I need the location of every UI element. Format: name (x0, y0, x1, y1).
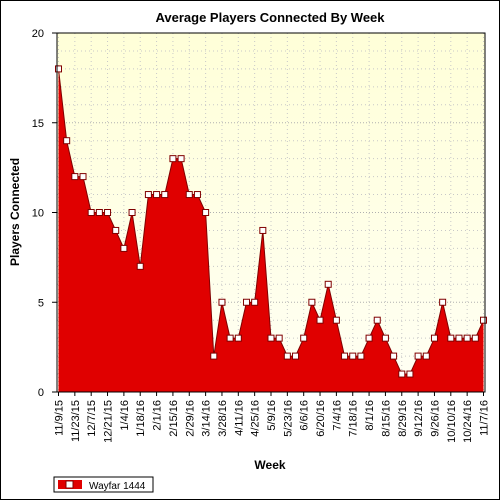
y-tick-label: 15 (32, 118, 44, 130)
y-tick-label: 10 (32, 208, 44, 220)
data-point (422, 352, 430, 360)
series-area (58, 68, 484, 393)
data-point (332, 316, 340, 324)
data-point (71, 173, 79, 181)
x-tick-label: 5/23/16 (282, 400, 294, 437)
data-point (406, 370, 414, 378)
x-tick-label: 4/25/16 (250, 400, 262, 437)
x-tick-label: 11/7/16 (479, 400, 491, 436)
legend-label: Wayfar 1444 (89, 481, 146, 492)
y-axis-ticks: 0 5 10 15 20 (32, 28, 57, 399)
data-point (234, 334, 242, 342)
x-tick-label: 9/26/16 (429, 400, 441, 437)
data-point (202, 209, 210, 216)
data-point (373, 316, 381, 324)
data-point (439, 298, 447, 306)
data-point (471, 334, 479, 342)
data-point (120, 244, 128, 252)
x-tick-label: 4/11/16 (233, 400, 245, 436)
data-point (292, 352, 300, 360)
x-tick-label: 8/1/16 (364, 400, 376, 431)
data-point (455, 334, 463, 342)
x-axis-label: Week (254, 458, 285, 472)
y-tick-label: 0 (38, 387, 44, 399)
data-point (259, 226, 267, 234)
data-point (136, 262, 144, 270)
data-point (95, 209, 103, 216)
data-point (104, 209, 112, 216)
data-point (308, 298, 316, 306)
x-tick-label: 2/29/16 (184, 400, 196, 437)
data-point (300, 334, 308, 342)
y-tick-label: 20 (32, 28, 44, 40)
data-point (226, 334, 234, 342)
data-point (242, 298, 250, 306)
x-tick-label: 6/20/16 (315, 400, 327, 437)
x-tick-label: 12/21/15 (103, 400, 115, 443)
x-tick-label: 6/6/16 (299, 400, 311, 431)
data-point (87, 209, 95, 216)
data-point (398, 370, 406, 378)
legend: Wayfar 1444 (53, 476, 154, 493)
data-point (193, 191, 201, 199)
data-point (63, 137, 71, 145)
x-tick-label: 7/18/16 (348, 400, 360, 437)
data-point (169, 155, 177, 163)
data-point (349, 352, 357, 360)
data-point (463, 334, 471, 342)
x-tick-label: 2/15/16 (168, 400, 180, 437)
data-point (324, 280, 332, 288)
data-point (144, 191, 152, 199)
data-point (390, 352, 398, 360)
data-point (251, 298, 259, 306)
x-tick-label: 1/18/16 (135, 400, 147, 437)
data-point (153, 191, 161, 199)
x-tick-label: 10/10/16 (446, 400, 458, 443)
data-point (161, 191, 169, 199)
grid (57, 33, 485, 392)
data-point (447, 334, 455, 342)
y-axis-label: Players Connected (8, 158, 22, 266)
x-tick-label: 9/12/16 (413, 400, 425, 437)
x-tick-label: 7/4/16 (331, 400, 343, 431)
data-point (341, 352, 349, 360)
x-tick-label: 11/23/15 (70, 400, 82, 442)
data-point (128, 209, 136, 216)
data-point (275, 334, 283, 342)
series-markers (55, 65, 487, 378)
data-point (177, 155, 185, 163)
chart-title: Average Players Connected By Week (155, 10, 385, 25)
data-point (79, 173, 87, 181)
data-point (112, 226, 120, 234)
data-point (365, 334, 373, 342)
x-tick-label: 11/9/15 (54, 400, 66, 436)
x-tick-label: 5/9/16 (266, 400, 278, 431)
x-tick-label: 8/15/16 (380, 400, 392, 437)
y-tick-label: 5 (38, 297, 44, 309)
x-tick-label: 2/1/16 (152, 400, 164, 431)
data-point (430, 334, 438, 342)
x-tick-label: 12/7/15 (86, 400, 98, 437)
data-point (316, 316, 324, 324)
x-axis-ticks: 11/9/15 11/23/15 12/7/15 12/21/15 1/4/16 1/18… (54, 392, 491, 443)
legend-marker (65, 480, 74, 489)
data-point (185, 191, 193, 199)
data-point (218, 298, 226, 306)
data-point (381, 334, 389, 342)
data-point (267, 334, 275, 342)
data-point (55, 65, 62, 73)
x-tick-label: 3/28/16 (217, 400, 229, 437)
data-point (283, 352, 291, 360)
data-point (357, 352, 365, 360)
data-point (414, 352, 422, 360)
x-tick-label: 8/29/16 (397, 400, 409, 437)
x-tick-label: 10/24/16 (462, 400, 474, 443)
x-tick-label: 1/4/16 (119, 400, 131, 431)
data-point (480, 316, 487, 324)
x-tick-label: 3/14/16 (201, 400, 213, 437)
data-point (210, 352, 218, 360)
